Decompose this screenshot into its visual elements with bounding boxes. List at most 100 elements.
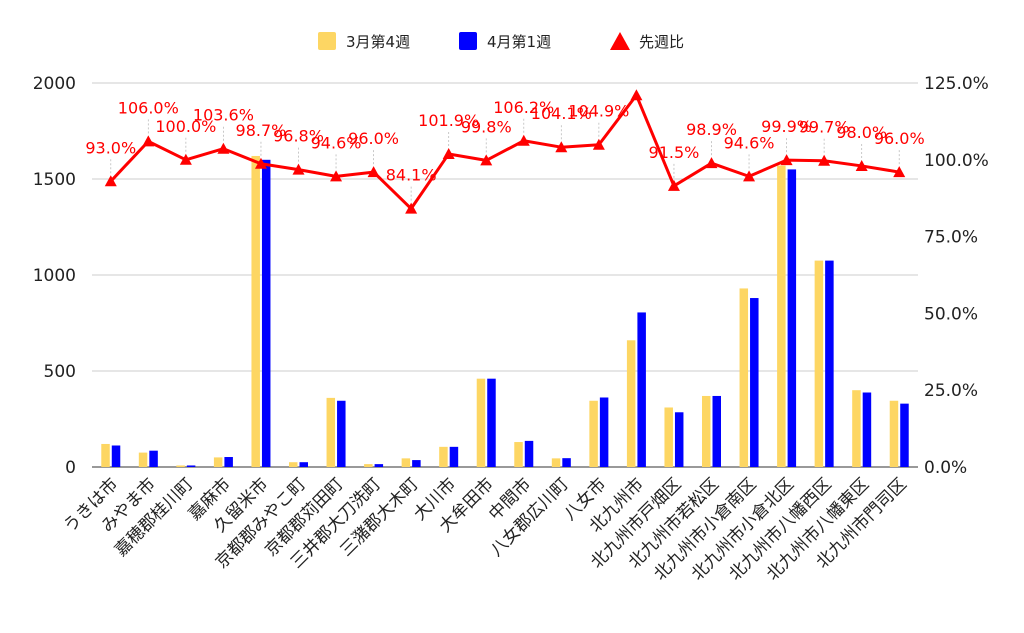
bar-3月第4週 <box>364 464 373 467</box>
line-point <box>104 175 117 187</box>
left-tick-label: 0 <box>65 458 76 478</box>
line-point <box>367 166 380 178</box>
right-tick-label: 50.0% <box>924 304 978 324</box>
line-point <box>818 154 831 166</box>
data-label: 99.9% <box>761 117 812 136</box>
bar-3月第4週 <box>251 155 260 467</box>
data-label: 101.9% <box>418 111 479 130</box>
line-point <box>330 170 343 182</box>
data-label: 98.9% <box>686 120 737 139</box>
bar-4月第1週 <box>337 400 346 467</box>
legend-marker <box>610 32 630 50</box>
right-tick-label: 25.0% <box>924 381 978 401</box>
bar-3月第4週 <box>551 458 561 467</box>
line-point <box>705 157 718 169</box>
bar-3月第4週 <box>664 407 673 467</box>
bar-3月第4週 <box>289 462 298 467</box>
line-point <box>405 202 418 214</box>
bar-4月第1週 <box>825 260 834 467</box>
bar-3月第4週 <box>401 458 411 467</box>
bar-4月第1週 <box>449 446 459 467</box>
data-label: 94.6% <box>724 133 775 152</box>
left-tick-label: 1500 <box>33 170 76 190</box>
legend-label: 4月第1週 <box>487 33 551 51</box>
bars <box>101 155 909 468</box>
x-axis-labels: うきは市みやま市嘉穂郡桂川町嘉麻市久留米市京都郡みやこ町京都郡苅田町三井郡大刀洗… <box>60 474 911 584</box>
bar-3月第4週 <box>889 400 899 467</box>
bar-4月第1週 <box>524 440 534 467</box>
bar-4月第1週 <box>787 169 797 467</box>
data-label: 98.7% <box>236 121 287 140</box>
line-point <box>780 154 793 166</box>
right-tick-label: 75.0% <box>924 228 978 248</box>
line-point <box>254 157 267 169</box>
data-label: 98.0% <box>836 123 887 142</box>
data-label: 104.1% <box>531 104 592 123</box>
bar-3月第4週 <box>852 390 861 467</box>
data-label: 99.8% <box>461 117 512 136</box>
line-point <box>442 147 455 159</box>
data-label: 104.9% <box>568 102 629 121</box>
bar-3月第4週 <box>514 442 523 467</box>
bar-3月第4週 <box>326 397 336 467</box>
bar-4月第1週 <box>562 458 571 467</box>
bar-4月第1週 <box>750 298 759 467</box>
legend: 3月第4週 4月第1週 先週比 <box>318 32 684 51</box>
bar-3月第4週 <box>138 452 148 467</box>
bar-4月第1週 <box>599 397 609 467</box>
bar-4月第1週 <box>412 460 421 467</box>
legend-swatch <box>318 32 336 50</box>
right-tick-label: 0.0% <box>924 458 967 478</box>
line-point <box>592 138 605 150</box>
bar-4月第1週 <box>261 159 271 468</box>
data-label: 100.0% <box>155 117 216 136</box>
left-tick-label: 500 <box>44 362 76 382</box>
line-series <box>104 89 906 214</box>
bar-4月第1週 <box>900 403 909 467</box>
bar-4月第1週 <box>374 464 384 467</box>
bar-3月第4週 <box>101 443 110 467</box>
bar-4月第1週 <box>224 457 233 467</box>
bar-3月第4週 <box>439 446 448 467</box>
bar-4月第1週 <box>149 450 158 467</box>
line-point <box>480 154 493 166</box>
left-tick-label: 1000 <box>33 266 76 286</box>
data-labels: 93.0%106.0%100.0%103.6%98.7%96.8%94.6%96… <box>85 98 925 203</box>
bar-4月第1週 <box>862 392 872 467</box>
legend-label: 先週比 <box>639 33 684 51</box>
bar-4月第1週 <box>299 462 308 467</box>
data-label: 106.2% <box>493 98 554 117</box>
data-label: 93.0% <box>85 138 136 157</box>
line-point <box>217 142 230 154</box>
right-tick-label: 100.0% <box>924 151 989 171</box>
bar-4月第1週 <box>487 378 496 467</box>
line-point <box>517 134 530 146</box>
right-tick-label: 125.0% <box>924 74 989 94</box>
bar-3月第4週 <box>702 395 711 467</box>
data-label: 94.6% <box>311 133 362 152</box>
line-point <box>179 153 192 165</box>
line-先週比 <box>109 93 900 211</box>
line-point <box>555 141 568 153</box>
data-label: 99.7% <box>799 118 850 137</box>
bar-3月第4週 <box>213 457 223 467</box>
left-tick-label: 2000 <box>33 74 76 94</box>
legend-label: 3月第4週 <box>346 33 410 51</box>
line-point <box>743 170 756 182</box>
bar-3月第4週 <box>589 400 598 467</box>
bar-4月第1週 <box>674 412 684 467</box>
bar-4月第1週 <box>637 312 646 467</box>
line-point <box>667 179 680 191</box>
bar-3月第4週 <box>176 465 185 467</box>
data-label: 103.6% <box>193 106 254 125</box>
bar-4月第1週 <box>712 395 721 467</box>
line-point <box>630 89 643 101</box>
line-point <box>292 163 305 175</box>
bar-3月第4週 <box>476 378 486 467</box>
bar-3月第4週 <box>626 340 636 467</box>
bar-4月第1週 <box>111 445 121 467</box>
bar-3月第4週 <box>739 288 749 467</box>
data-label: 96.0% <box>348 129 399 148</box>
legend-swatch <box>459 32 477 50</box>
